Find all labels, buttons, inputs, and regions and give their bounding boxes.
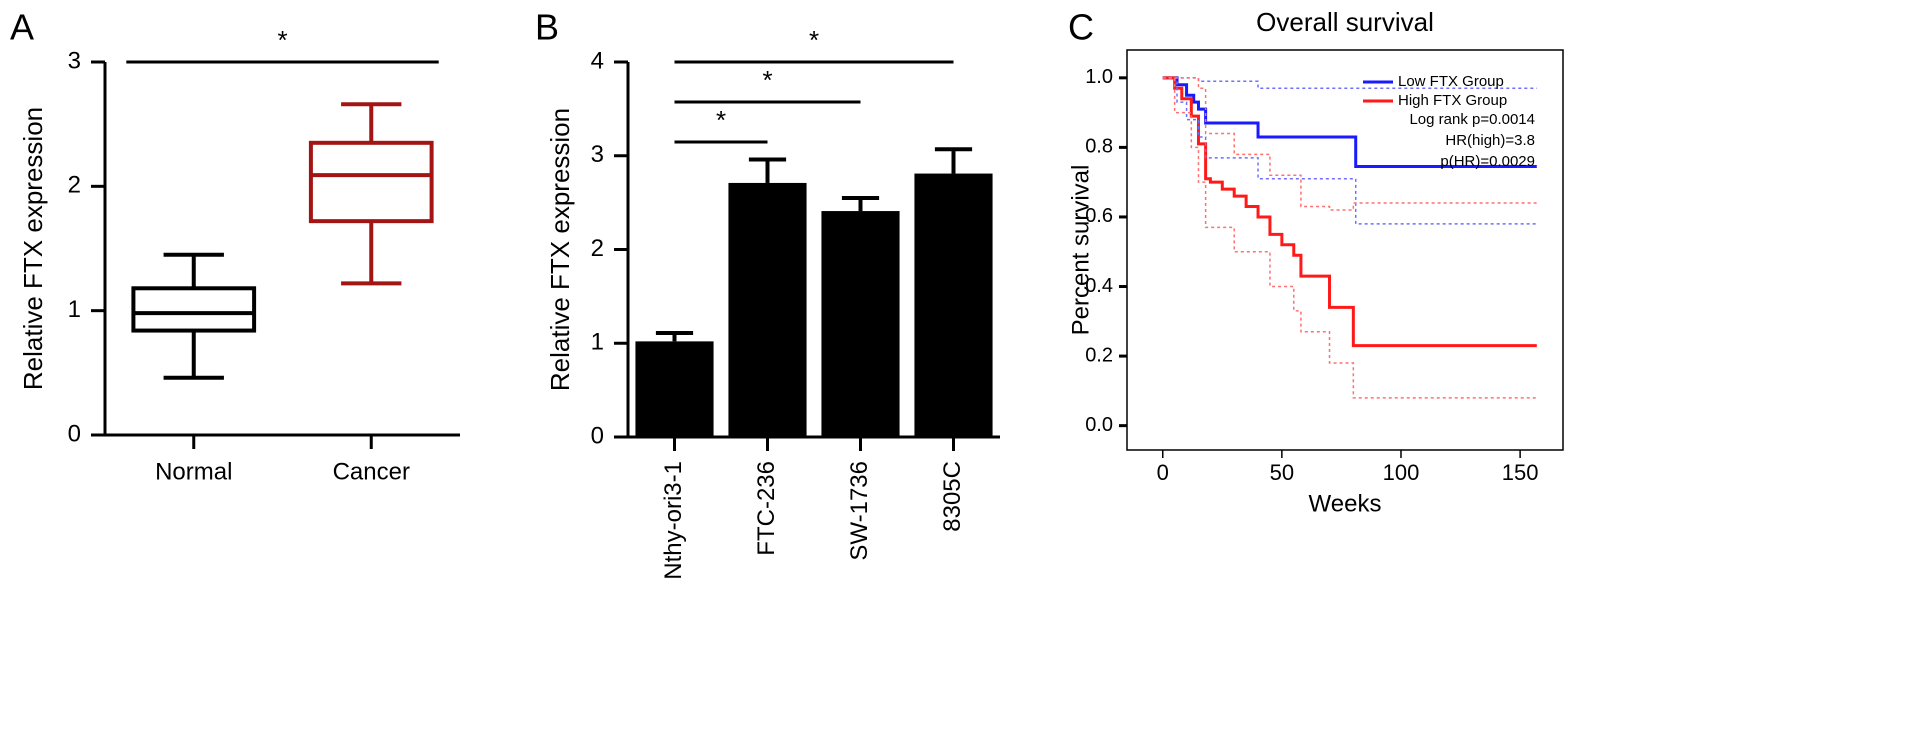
x-tick-label: FTC-236	[753, 461, 780, 556]
y-tick-label: 0	[591, 422, 604, 449]
y-tick-label: 3	[591, 141, 604, 168]
bar	[821, 211, 900, 437]
chart-title: Overall survival	[1256, 7, 1434, 37]
significance-label: *	[277, 25, 287, 55]
confidence-curve	[1162, 77, 1537, 225]
significance-label: *	[716, 105, 726, 135]
x-tick-label: 0	[1157, 460, 1169, 485]
x-tick-label: Normal	[155, 458, 232, 485]
y-tick-label: 1	[68, 296, 81, 323]
y-tick-label: 2	[591, 235, 604, 262]
x-tick-label: SW-1736	[846, 461, 873, 561]
panel-label: A	[10, 7, 34, 48]
y-tick-label: 2	[68, 172, 81, 199]
x-tick-label: 50	[1270, 460, 1294, 485]
x-tick-label: Cancer	[333, 458, 410, 485]
y-tick-label: 1.0	[1085, 66, 1113, 88]
survival-curve	[1162, 76, 1537, 348]
y-tick-label: 0.6	[1085, 205, 1113, 227]
y-tick-label: 0.0	[1085, 414, 1113, 436]
box	[131, 286, 257, 333]
y-tick-label: 0	[68, 420, 81, 447]
x-tick-label: 8305C	[939, 461, 966, 532]
legend-label: High FTX Group	[1398, 92, 1507, 109]
y-tick-label: 4	[591, 47, 604, 74]
y-tick-label: 1	[591, 329, 604, 356]
significance-label: *	[762, 65, 772, 95]
confidence-curve	[1162, 77, 1537, 399]
y-axis-label: Relative FTX expression	[545, 108, 575, 391]
y-tick-label: 3	[68, 47, 81, 74]
survival-curve	[1162, 76, 1537, 169]
bar	[635, 341, 714, 437]
x-tick-label: 100	[1383, 460, 1420, 485]
confidence-curve	[1162, 77, 1537, 90]
x-axis-label: Weeks	[1309, 490, 1382, 517]
legend-label: Low FTX Group	[1398, 73, 1504, 90]
bar	[914, 173, 993, 437]
confidence-curve	[1162, 77, 1537, 211]
y-axis-label: Percent survival	[1067, 165, 1094, 336]
significance-label: *	[809, 25, 819, 55]
panel-label: B	[535, 7, 559, 48]
y-tick-label: 0.8	[1085, 136, 1113, 158]
annotation: HR(high)=3.8	[1445, 132, 1535, 149]
box	[308, 140, 434, 224]
y-axis-label: Relative FTX expression	[18, 107, 48, 390]
x-tick-label: Nthy-ori3-1	[660, 461, 687, 580]
plot-frame	[1126, 49, 1564, 451]
x-tick-label: 150	[1502, 460, 1539, 485]
panel-label: C	[1068, 7, 1094, 48]
y-tick-label: 0.2	[1085, 344, 1113, 366]
y-tick-label: 0.4	[1085, 275, 1113, 297]
annotation: p(HR)=0.0029	[1440, 153, 1535, 170]
bar	[728, 182, 807, 437]
annotation: Log rank p=0.0014	[1409, 111, 1535, 128]
